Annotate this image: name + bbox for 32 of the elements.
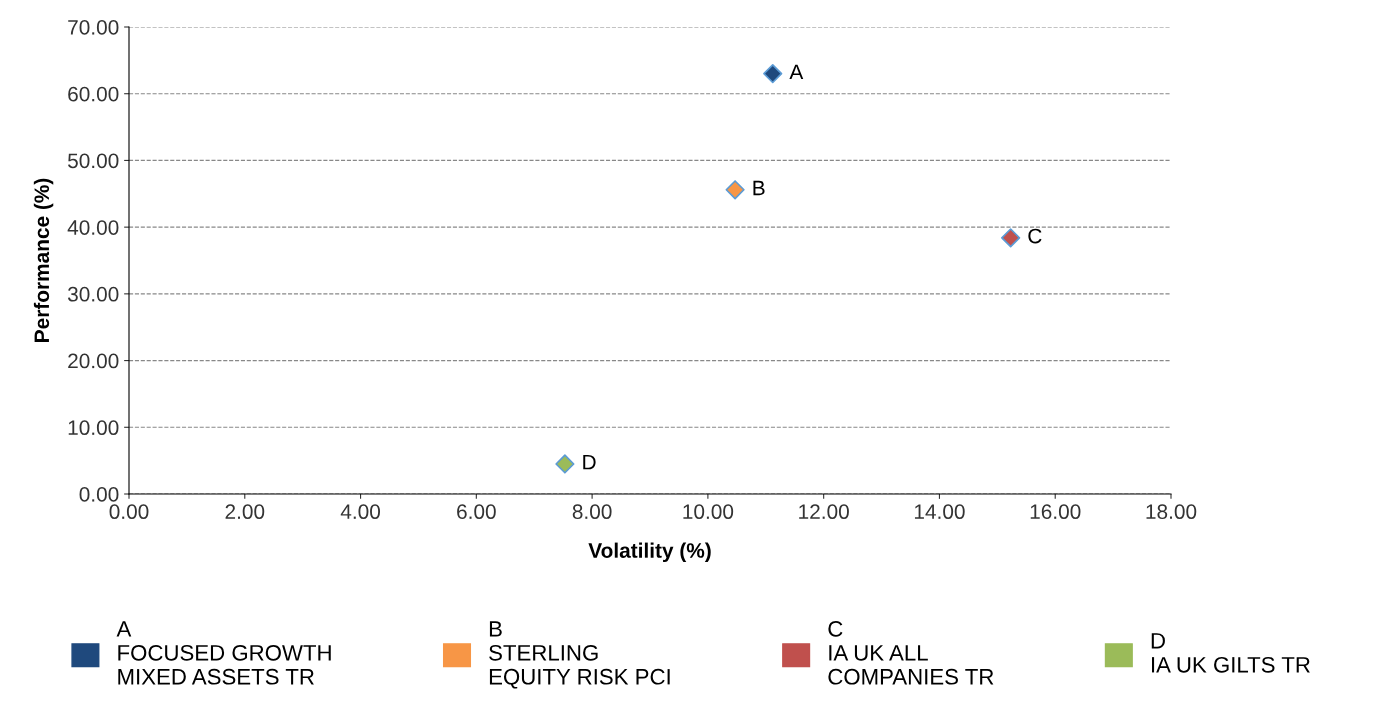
annotation: B xyxy=(753,180,765,196)
point xyxy=(555,454,575,474)
y-axis-title: Performance (%) xyxy=(33,178,54,342)
x-tick-label: 6.00 xyxy=(457,504,496,520)
legend-label: C IA UK ALL COMPANIES TR xyxy=(828,621,994,685)
x-tick-label: 16.00 xyxy=(1030,504,1081,520)
x-tick-label: 2.00 xyxy=(225,504,265,520)
annotation: D xyxy=(583,455,596,470)
x-tick-label: 18.00 xyxy=(1146,504,1197,520)
x-tick-label: 12.00 xyxy=(799,504,849,520)
x-tick-label: 14.00 xyxy=(914,504,965,520)
legend-label: D IA UK GILTS TR xyxy=(1151,633,1310,673)
y-tick-label: 30.00 xyxy=(67,286,119,302)
annotation: A xyxy=(789,64,804,80)
annotation: C xyxy=(1028,228,1042,244)
point xyxy=(1001,228,1021,248)
y-tick-label: 20.00 xyxy=(68,353,119,369)
point xyxy=(725,180,745,200)
legend-label: B STERLING EQUITY RISK PCI xyxy=(489,621,670,689)
x-tick-label: 0.00 xyxy=(109,504,149,520)
y-tick-label: 50.00 xyxy=(67,153,119,169)
point xyxy=(763,64,783,84)
legend-label: A FOCUSED GROWTH MIXED ASSETS TR xyxy=(116,621,331,685)
x-tick-label: 10.00 xyxy=(683,504,734,520)
y-tick-label: 40.00 xyxy=(67,220,119,235)
y-tick-label: 70.00 xyxy=(68,20,119,35)
x-tick-label: 8.00 xyxy=(572,504,612,520)
y-tick-label: 60.00 xyxy=(68,86,119,102)
x-tick-label: 4.00 xyxy=(340,504,381,520)
y-tick-label: 0.00 xyxy=(79,487,119,502)
y-tick-label: 10.00 xyxy=(68,420,119,436)
x-axis-title: Volatility (%) xyxy=(588,542,711,563)
